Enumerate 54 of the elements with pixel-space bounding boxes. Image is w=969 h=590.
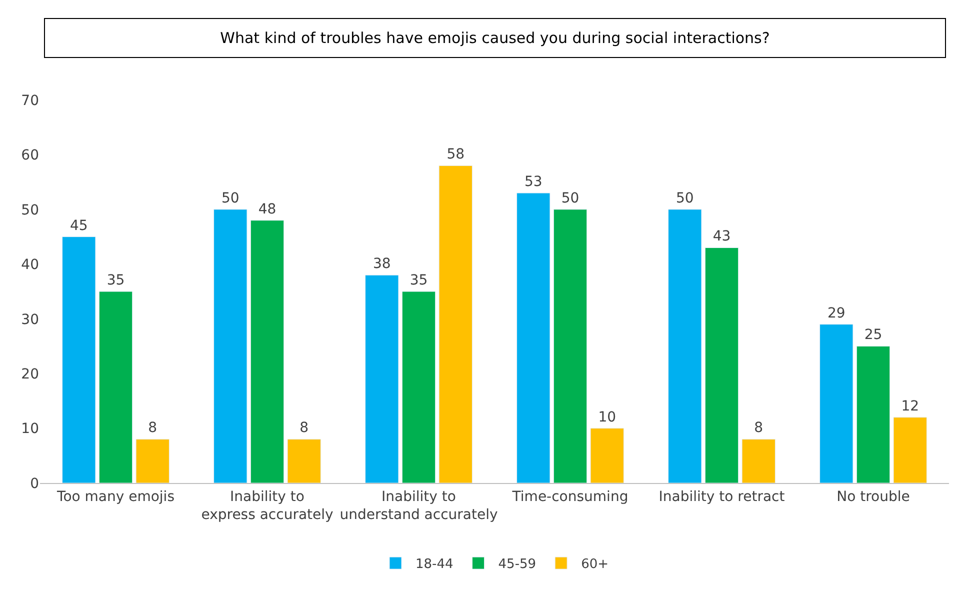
x-tick-label: Inability to understand accurately: [340, 488, 498, 523]
bar: [62, 236, 96, 483]
bar: [98, 291, 133, 483]
x-tick-label: Time-consuming: [511, 488, 628, 505]
legend-label: 18-44: [416, 557, 454, 572]
legend-label: 45-59: [498, 557, 536, 572]
data-label: 38: [372, 256, 391, 272]
data-label: 50: [676, 190, 694, 206]
data-label: 35: [410, 272, 428, 288]
bar: [516, 192, 550, 483]
data-label: 8: [754, 420, 764, 436]
bar: [590, 428, 624, 483]
bar: [250, 220, 284, 483]
bar: [820, 324, 854, 483]
data-label: 58: [446, 146, 465, 163]
data-label: 43: [712, 228, 731, 245]
data-label: 29: [827, 305, 846, 322]
y-tick-label: 30: [21, 312, 39, 328]
bar: [856, 346, 890, 483]
x-tick-label: No trouble: [836, 488, 910, 505]
data-label: 25: [864, 327, 882, 344]
bar: [214, 209, 248, 483]
y-tick-label: 70: [21, 92, 39, 109]
bar: [742, 438, 776, 483]
data-label: 8: [300, 420, 309, 436]
data-label: 35: [106, 272, 125, 288]
chart-title: What kind of troubles have emojis caused you during social interactions?: [220, 29, 770, 47]
data-label: 50: [561, 190, 580, 206]
bar: [668, 209, 702, 483]
data-label: 10: [598, 409, 616, 426]
bar: [438, 165, 472, 483]
bar: [136, 438, 170, 483]
y-tick-label: 40: [21, 257, 39, 274]
bar: [893, 417, 927, 483]
legend-label: 60+: [581, 557, 608, 572]
x-tick-label: Inability to retract: [658, 488, 786, 505]
x-tick-label: Too many emojis: [56, 488, 174, 505]
data-label: 8: [148, 420, 158, 436]
y-tick-label: 0: [30, 476, 39, 492]
y-tick-label: 50: [21, 202, 39, 218]
data-label: 48: [258, 201, 276, 218]
y-tick-label: 10: [21, 421, 39, 438]
data-label: 53: [524, 174, 542, 190]
bar: [402, 291, 436, 483]
bar: [365, 274, 399, 483]
y-tick-label: 20: [21, 366, 39, 382]
data-label: 45: [70, 218, 88, 234]
x-tick-label: Inability to express accurately: [201, 488, 334, 523]
bar: [553, 209, 588, 483]
data-label: 12: [901, 398, 920, 414]
y-tick-label: 60: [21, 148, 39, 164]
bar: [704, 247, 739, 483]
bar: [287, 438, 321, 483]
data-label: 50: [221, 190, 240, 206]
